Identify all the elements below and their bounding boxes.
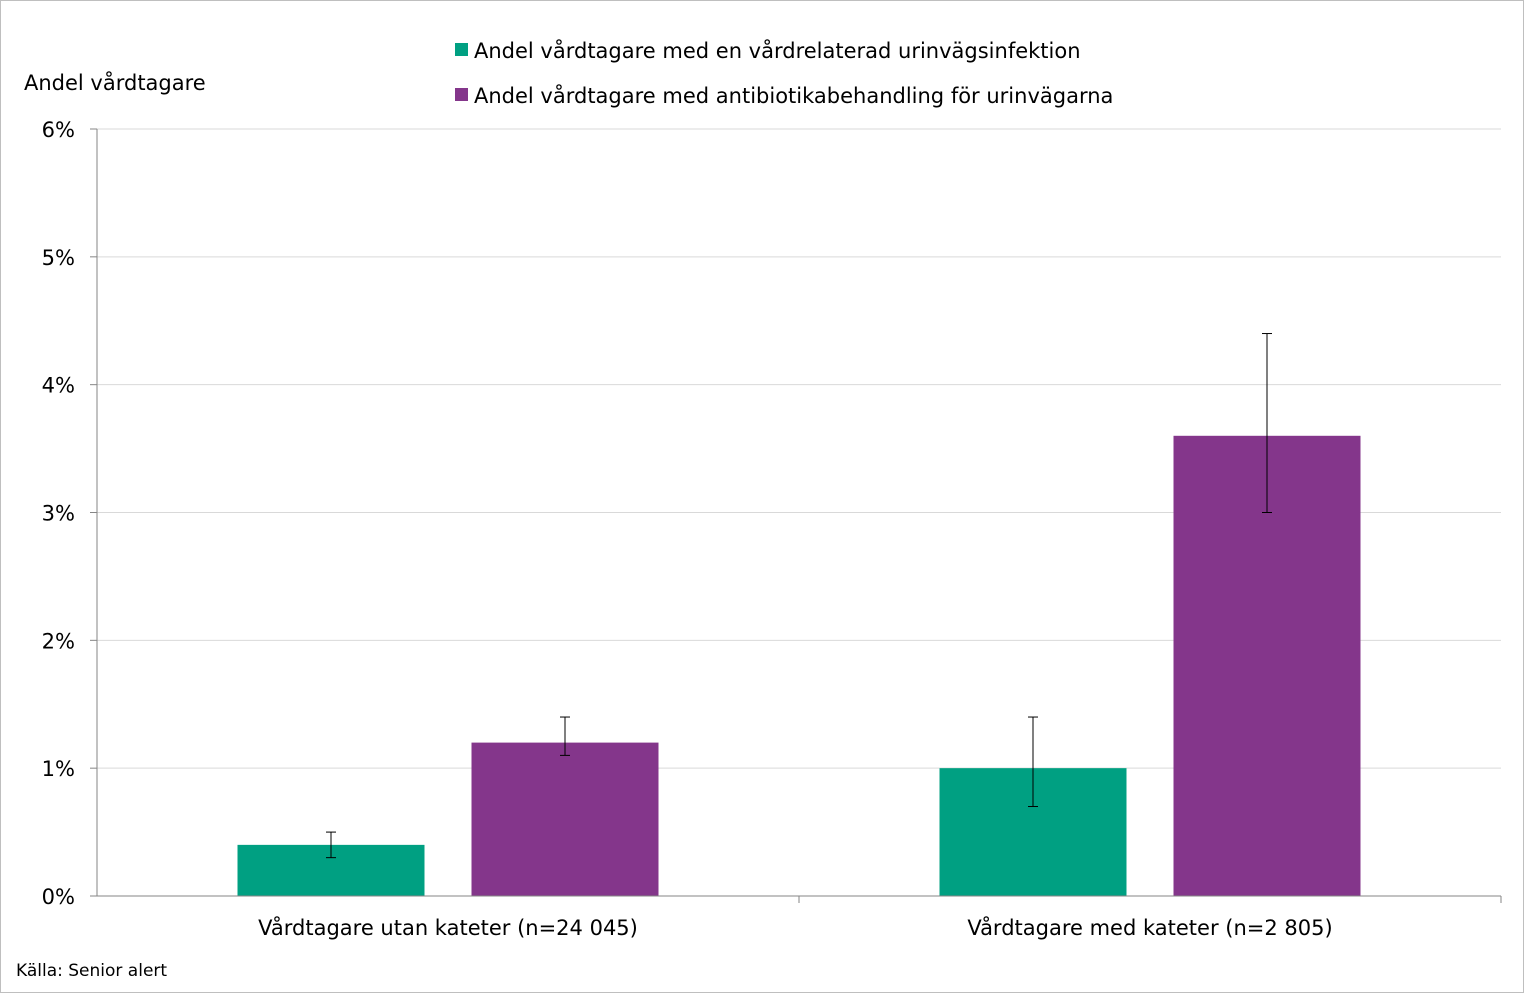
legend-label-1: Andel vårdtagare med en vårdrelaterad ur… [474, 38, 1081, 63]
error-bars [326, 333, 1272, 859]
legend-swatch-2 [455, 88, 468, 101]
legend-swatch-1 [455, 43, 468, 56]
y-tick-label: 3% [42, 502, 75, 526]
legend-label-2: Andel vårdtagare med antibiotikabehandli… [474, 83, 1113, 108]
legend: Andel vårdtagare med en vårdrelaterad ur… [455, 38, 1113, 108]
y-tick-label: 2% [42, 629, 75, 653]
x-category-label: Vårdtagare med kateter (n=2 805) [967, 915, 1332, 940]
bar-series2-cat1 [471, 742, 659, 896]
y-tick-label: 1% [42, 757, 75, 781]
y-tick-label: 0% [42, 885, 75, 909]
y-tick-label: 5% [42, 246, 75, 270]
y-axis-title: Andel vårdtagare [24, 70, 206, 95]
axes: 0% 1% 2% 3% 4% 5% 6% Vårdtagare utan kateter (n… [42, 118, 1502, 940]
bars [237, 435, 1361, 896]
source-note: Källa: Senior alert [16, 961, 167, 981]
y-tick-label: 6% [42, 118, 75, 142]
x-category-label: Vårdtagare utan kateter (n=24 045) [258, 915, 638, 940]
y-tick-label: 4% [42, 374, 75, 398]
